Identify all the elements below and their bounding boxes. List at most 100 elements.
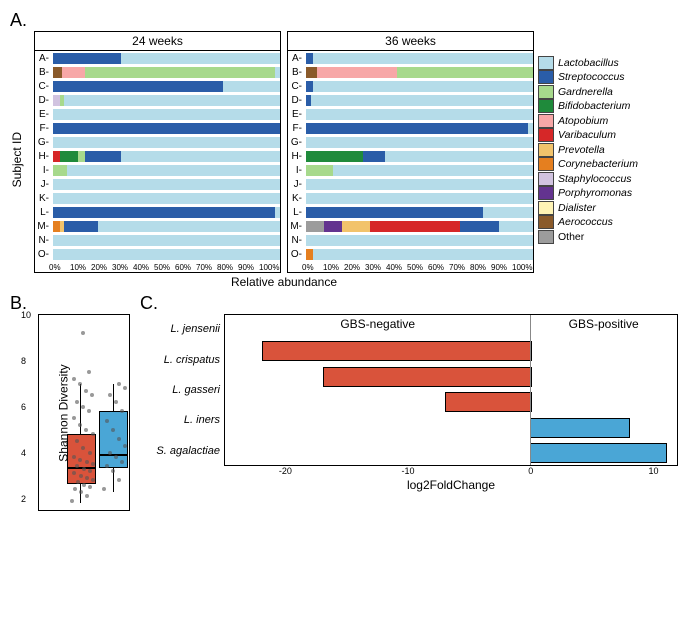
stacked-bar xyxy=(53,137,280,148)
legend-item: Porphyromonas xyxy=(538,186,638,200)
segment-varibaculum xyxy=(53,151,60,162)
x-axis: 0%10%20%30%40%50%60%70%80%90%100% xyxy=(288,261,533,272)
data-point xyxy=(87,409,91,413)
legend-label: Staphylococcus xyxy=(558,173,632,185)
subject-label: G- xyxy=(35,137,53,148)
data-point xyxy=(108,393,112,397)
subject-label: C- xyxy=(288,81,306,92)
segment-lactobacillus xyxy=(306,109,533,120)
subject-label: H- xyxy=(288,151,306,162)
y-tick: 6 xyxy=(21,402,26,412)
legend-item: Atopobium xyxy=(538,114,638,128)
legend-swatch xyxy=(538,143,554,157)
c-bar xyxy=(445,392,533,412)
legend-label: Gardnerella xyxy=(558,86,613,98)
legend-swatch xyxy=(538,56,554,70)
data-point xyxy=(82,483,86,487)
data-point xyxy=(78,382,82,386)
segment-gardnerella xyxy=(53,165,67,176)
segment-prevotella xyxy=(342,221,369,232)
legend-label: Other xyxy=(558,231,584,243)
stacked-bar xyxy=(53,81,280,92)
facet-24-weeks: 24 weeksA-B-C-D-E-F-G-H-I-J-K-L-M-N-O-0%… xyxy=(34,31,281,273)
segment-lactobacillus xyxy=(275,207,280,218)
c-bar xyxy=(262,341,533,361)
segment-aerococcus xyxy=(53,67,62,78)
c-ylabel: L. jensenii xyxy=(140,323,220,335)
x-axis: 0%10%20%30%40%50%60%70%80%90%100% xyxy=(35,261,280,272)
subject-label: M- xyxy=(288,221,306,232)
segment-lactobacillus xyxy=(483,207,533,218)
legend-item: Varibaculum xyxy=(538,128,638,142)
panel-a: A. Subject ID 24 weeksA-B-C-D-E-F-G-H-I-… xyxy=(10,10,534,289)
legend-item: Bifidobacterium xyxy=(538,99,638,113)
legend-label: Corynebacterium xyxy=(558,158,638,170)
segment-bifidobacterium xyxy=(60,151,78,162)
subject-label: A- xyxy=(288,53,306,64)
legend-label: Bifidobacterium xyxy=(558,100,630,112)
data-point xyxy=(111,469,115,473)
subject-label: D- xyxy=(288,95,306,106)
data-point xyxy=(123,386,127,390)
stacked-bar xyxy=(306,109,533,120)
stacked-bar xyxy=(53,123,280,134)
segment-streptococcus xyxy=(53,123,280,134)
stacked-bar xyxy=(53,235,280,246)
segment-lactobacillus xyxy=(306,193,533,204)
data-point xyxy=(81,331,85,335)
legend-item: Dialister xyxy=(538,201,638,215)
subject-label: O- xyxy=(288,249,306,260)
subject-label: B- xyxy=(35,67,53,78)
subject-label: J- xyxy=(288,179,306,190)
segment-bifidobacterium xyxy=(306,151,363,162)
data-point xyxy=(79,490,83,494)
segment-lactobacillus xyxy=(275,67,280,78)
data-point xyxy=(108,451,112,455)
legend-swatch xyxy=(538,172,554,186)
segment-atopobium xyxy=(62,67,85,78)
data-point xyxy=(75,400,79,404)
segment-lactobacillus xyxy=(98,221,280,232)
legend-item: Staphylococcus xyxy=(538,172,638,186)
legend-item: Corynebacterium xyxy=(538,157,638,171)
data-point xyxy=(72,377,76,381)
subject-label: H- xyxy=(35,151,53,162)
subject-label: N- xyxy=(288,235,306,246)
data-point xyxy=(117,478,121,482)
segment-streptococcus xyxy=(306,123,528,134)
subject-label: F- xyxy=(35,123,53,134)
stacked-bar xyxy=(306,165,533,176)
data-point xyxy=(87,370,91,374)
subject-label: L- xyxy=(288,207,306,218)
subject-label: K- xyxy=(288,193,306,204)
data-point xyxy=(123,444,127,448)
subject-label: I- xyxy=(288,165,306,176)
subject-label: L- xyxy=(35,207,53,218)
segment-streptococcus xyxy=(85,151,121,162)
panel-c-xlabel: log2FoldChange xyxy=(224,478,678,492)
segment-staphylococcus xyxy=(53,95,60,106)
segment-streptococcus xyxy=(53,53,121,64)
c-title-neg: GBS-negative xyxy=(225,315,530,333)
segment-streptococcus xyxy=(306,81,313,92)
data-point xyxy=(114,400,118,404)
stacked-bar xyxy=(53,109,280,120)
data-point xyxy=(84,389,88,393)
segment-corynebacterium xyxy=(306,249,313,260)
stacked-bar xyxy=(306,179,533,190)
segment-streptococcus xyxy=(53,207,275,218)
stacked-bar xyxy=(53,67,280,78)
subject-label: J- xyxy=(35,179,53,190)
panel-a-xlabel: Relative abundance xyxy=(34,275,534,289)
segment-lactobacillus xyxy=(53,193,280,204)
data-point xyxy=(91,462,95,466)
legend-label: Varibaculum xyxy=(558,129,616,141)
zero-line xyxy=(530,315,531,465)
legend-item: Lactobacillus xyxy=(538,56,638,70)
stacked-bar xyxy=(306,53,533,64)
segment-lactobacillus xyxy=(306,235,533,246)
legend-item: Aerococcus xyxy=(538,215,638,229)
stacked-bar xyxy=(306,95,533,106)
data-point xyxy=(81,405,85,409)
segment-lactobacillus xyxy=(67,165,280,176)
